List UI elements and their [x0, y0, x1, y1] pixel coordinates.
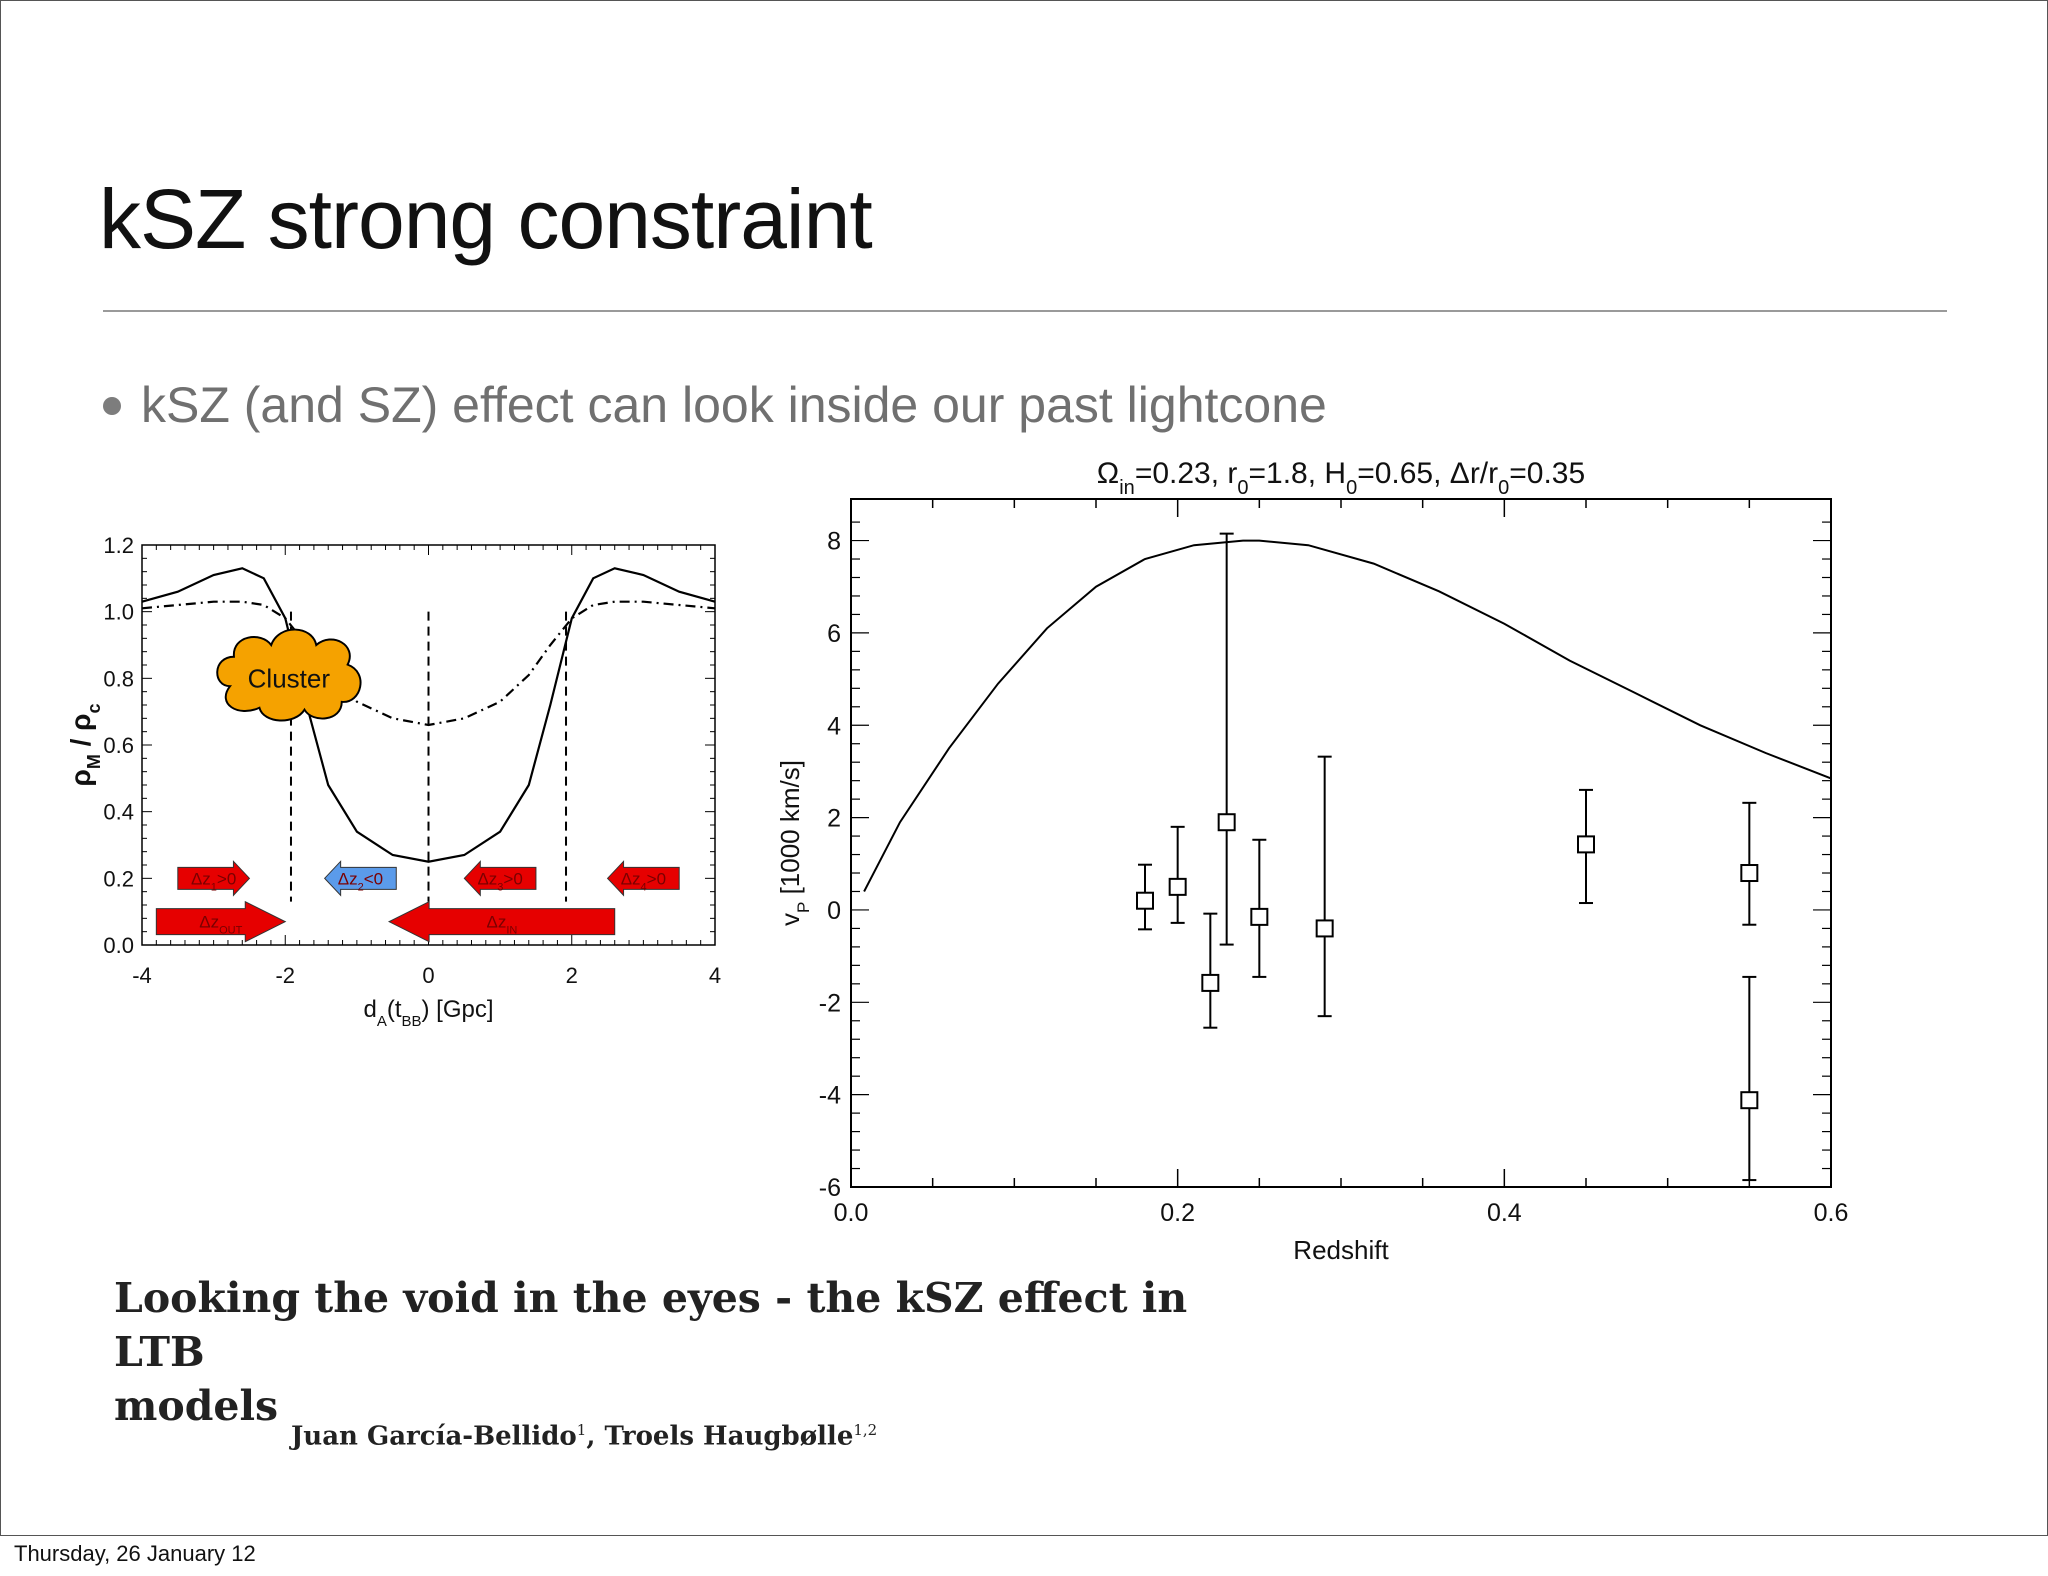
right-y-tick-label: -4 — [819, 1082, 841, 1110]
author-2: Troels Haugbølle — [604, 1421, 854, 1452]
delta-z-arrow-2 — [323, 860, 397, 897]
right-x-tick-label: 0.6 — [1814, 1199, 1849, 1227]
data-point — [1217, 532, 1236, 946]
data-point-marker — [1577, 835, 1595, 854]
cluster-cloud: Cluster — [216, 628, 362, 722]
left-x-tick-label: 2 — [566, 963, 578, 988]
right-y-tick-label: -2 — [819, 989, 841, 1017]
right-chart-title: Ωin=0.23, r0=1.8, H0=0.65, Δr/r0=0.35 — [1097, 457, 1585, 499]
delta-z-label-out: ΔzOUT — [199, 913, 242, 937]
velocity-redshift-chart: 0.0 0.2 0.4 0.6 -6 -4 -2 0 2 4 6 8 Ωin=0.23, r0=1.8,… — [775, 457, 1849, 1265]
author-separator: , — [586, 1421, 605, 1452]
left-y-tick-label: 0.6 — [103, 733, 134, 758]
model-velocity-curve — [863, 539, 1832, 892]
paper-authors: Juan García-Bellido1, Troels Haugbølle1,… — [291, 1421, 877, 1452]
data-point-marker — [1250, 907, 1269, 926]
paper-title-line1: Looking the void in the eyes - the kSZ e… — [114, 1274, 1188, 1376]
right-y-axis-label: vP [1000 km/s] — [775, 760, 813, 926]
left-y-tick-label: 0.2 — [103, 866, 134, 891]
cluster-cloud-shape — [216, 628, 362, 722]
delta-z-label-2: Δz2<0 — [338, 869, 383, 893]
delta-z-arrow-in — [387, 900, 616, 943]
left-x-axis-label: dA(tBB) [Gpc] — [363, 996, 493, 1030]
data-point-marker — [1217, 813, 1236, 832]
data-point-marker — [1201, 973, 1220, 992]
slide-title: kSZ strong constraint — [99, 172, 873, 266]
data-point-marker — [1315, 919, 1334, 938]
right-x-tick-label: 0.2 — [1160, 1199, 1195, 1227]
right-y-tick-label: -6 — [819, 1174, 841, 1202]
author-1: Juan García-Bellido — [291, 1421, 577, 1452]
paper-title-line2: models — [114, 1382, 279, 1430]
density-profile-chart: -4 -2 0 2 4 0.0 0.2 0.4 0.6 0.8 1.0 1.2 dA(tBB) [Gpc… — [65, 533, 721, 1030]
delta-z-arrow-4 — [606, 860, 680, 897]
data-point — [1577, 788, 1595, 905]
density-curve-solid — [141, 567, 716, 863]
delta-z-arrow-out — [155, 900, 287, 943]
right-y-tick-label: 4 — [827, 712, 841, 740]
footer-date: Thursday, 26 January 12 — [14, 1541, 256, 1566]
left-y-tick-label: 0.8 — [103, 666, 134, 691]
right-plot-frame — [850, 498, 1832, 1188]
data-point-marker — [1136, 891, 1154, 910]
left-y-tick-label: 1.0 — [103, 600, 134, 625]
bullet-text: kSZ (and SZ) effect can look inside our … — [141, 377, 1327, 433]
right-y-tick-label: 6 — [827, 620, 841, 648]
title-divider — [103, 310, 1947, 312]
left-y-tick-label: 1.2 — [103, 533, 134, 558]
delta-z-label-in: ΔzIN — [486, 913, 517, 937]
right-y-tick-label: 0 — [827, 897, 841, 925]
data-point-marker — [1740, 864, 1759, 883]
paper-title: Looking the void in the eyes - the kSZ e… — [114, 1271, 1264, 1433]
right-x-axis-label: Redshift — [1293, 1235, 1389, 1265]
data-point — [1315, 755, 1334, 1018]
delta-z-label-3: Δz3>0 — [477, 869, 522, 893]
left-y-tick-label: 0.0 — [103, 933, 134, 958]
data-point — [1201, 912, 1220, 1029]
data-point-marker — [1740, 1091, 1759, 1110]
density-curve-dashdot — [141, 600, 716, 727]
author-1-affiliation: 1 — [576, 1421, 587, 1439]
left-x-tick-label: -4 — [132, 963, 152, 988]
slide: kSZ strong constraint kSZ (and SZ) effec… — [0, 0, 2048, 1536]
right-y-tick-label: 8 — [827, 528, 841, 556]
left-y-axis-label: ρM / ρc — [65, 703, 104, 786]
data-point — [1168, 825, 1187, 924]
cluster-label: Cluster — [248, 663, 331, 693]
left-x-tick-label: -2 — [275, 963, 295, 988]
delta-z-arrow-3 — [463, 860, 537, 897]
data-point — [1740, 801, 1759, 926]
right-x-tick-label: 0.4 — [1487, 1199, 1522, 1227]
left-x-tick-label: 4 — [709, 963, 721, 988]
delta-z-label-1: Δz1>0 — [191, 869, 236, 893]
data-point-marker — [1168, 877, 1187, 896]
delta-z-arrow-1 — [177, 860, 251, 897]
left-y-tick-label: 0.4 — [103, 800, 134, 825]
data-point — [1136, 863, 1154, 931]
data-point — [1740, 975, 1759, 1182]
data-point — [1250, 838, 1269, 978]
right-x-tick-label: 0.0 — [834, 1199, 869, 1227]
left-x-tick-label: 0 — [422, 963, 434, 988]
bullet-dot — [103, 397, 121, 415]
delta-z-label-4: Δz4>0 — [621, 869, 666, 893]
author-2-affiliation: 1,2 — [853, 1421, 878, 1439]
right-y-tick-label: 2 — [827, 805, 841, 833]
